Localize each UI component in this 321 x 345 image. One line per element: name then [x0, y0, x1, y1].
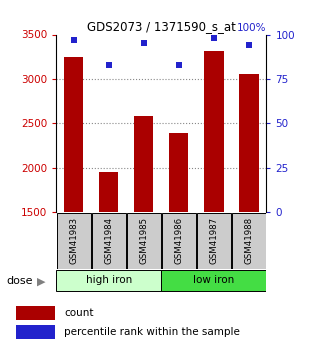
Text: dose: dose — [6, 276, 33, 286]
FancyBboxPatch shape — [92, 213, 126, 268]
Text: GSM41984: GSM41984 — [104, 217, 113, 264]
FancyBboxPatch shape — [161, 270, 266, 291]
Text: GSM41983: GSM41983 — [69, 217, 78, 264]
Text: count: count — [64, 308, 93, 318]
Point — [211, 35, 216, 41]
Bar — [169, 133, 188, 212]
FancyBboxPatch shape — [57, 213, 91, 268]
Text: low iron: low iron — [193, 275, 235, 285]
Point — [106, 62, 111, 68]
Bar — [99, 172, 118, 212]
Point — [176, 62, 181, 68]
Bar — [16, 306, 55, 319]
FancyBboxPatch shape — [162, 213, 195, 268]
Bar — [16, 325, 55, 338]
Text: high iron: high iron — [86, 275, 132, 285]
FancyBboxPatch shape — [127, 213, 160, 268]
Point — [141, 41, 146, 46]
FancyBboxPatch shape — [232, 213, 266, 268]
Text: 100%: 100% — [237, 23, 266, 33]
Bar — [204, 51, 223, 212]
Text: GSM41985: GSM41985 — [139, 217, 148, 264]
FancyBboxPatch shape — [56, 270, 161, 291]
Bar — [64, 57, 83, 212]
Bar — [239, 75, 258, 212]
Text: percentile rank within the sample: percentile rank within the sample — [64, 327, 240, 337]
FancyBboxPatch shape — [197, 213, 231, 268]
Text: GSM41986: GSM41986 — [174, 217, 183, 264]
Text: GSM41988: GSM41988 — [244, 217, 253, 264]
Title: GDS2073 / 1371590_s_at: GDS2073 / 1371590_s_at — [87, 20, 236, 33]
Text: ▶: ▶ — [37, 276, 45, 286]
Text: GSM41987: GSM41987 — [209, 217, 218, 264]
Point — [71, 37, 76, 42]
Bar — [134, 116, 153, 212]
Point — [246, 42, 251, 48]
